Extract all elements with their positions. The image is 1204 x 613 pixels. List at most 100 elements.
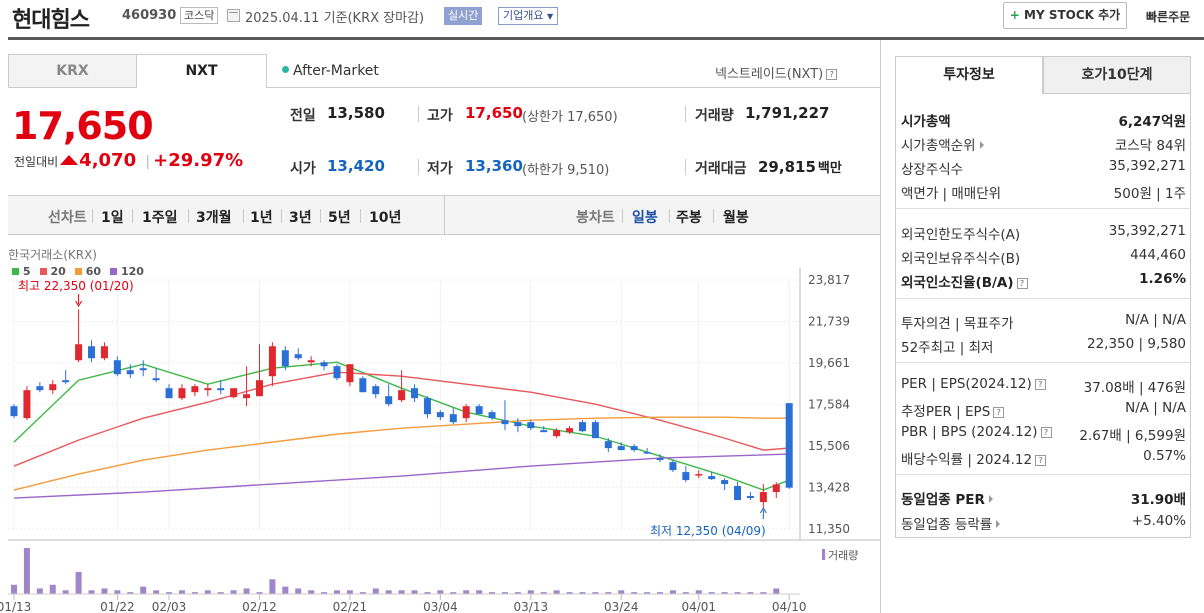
divider bbox=[418, 159, 419, 175]
period-3y[interactable]: 3년 bbox=[289, 210, 312, 226]
volume-bar bbox=[178, 590, 185, 594]
period-1y[interactable]: 1년 bbox=[250, 210, 273, 226]
tab-invest-info[interactable]: 투자정보 bbox=[895, 56, 1043, 94]
help-icon[interactable]: ? bbox=[826, 69, 838, 80]
period-5y[interactable]: 5년 bbox=[328, 210, 351, 226]
volume-bar bbox=[114, 590, 121, 594]
candle bbox=[514, 422, 522, 427]
volume-bar bbox=[424, 592, 431, 594]
volume-bar bbox=[450, 592, 457, 594]
volume-bar bbox=[631, 592, 638, 594]
volume-bar bbox=[191, 592, 198, 594]
volume-bar bbox=[592, 592, 599, 594]
amount-unit: 백만 bbox=[817, 161, 842, 176]
candle-weekly[interactable]: 주봉 bbox=[676, 210, 702, 226]
tab-orderbook[interactable]: 호가10단계 bbox=[1043, 56, 1191, 94]
info-row-est-per: 추정PER | EPS? N/A | N/A bbox=[901, 400, 1186, 420]
x-tick-label: 01/13 bbox=[0, 600, 31, 613]
candle-chart-label: 봉차트 bbox=[576, 210, 615, 226]
candle bbox=[462, 406, 470, 419]
y-tick-label: 17,584 bbox=[808, 398, 850, 412]
help-icon[interactable]: ? bbox=[993, 407, 1005, 418]
info-row-sector-per[interactable]: 동일업종 PER 31.90배 bbox=[901, 492, 1186, 508]
info-row-market-cap: 시가총액 6,247억원 bbox=[901, 114, 1186, 130]
volume-bar bbox=[295, 588, 302, 594]
volume-bar bbox=[23, 548, 30, 594]
my-stock-add-button[interactable]: + MY STOCK 추가 bbox=[1003, 2, 1127, 29]
chevron-right-icon bbox=[988, 495, 993, 503]
volume-bar bbox=[644, 592, 651, 594]
tab-nxt[interactable]: NXT bbox=[136, 54, 267, 88]
tab-krx[interactable]: KRX bbox=[8, 54, 137, 88]
plus-icon: + bbox=[1009, 8, 1020, 22]
high-arrow-icon bbox=[75, 300, 83, 307]
candle bbox=[708, 476, 716, 480]
volume-bar bbox=[760, 592, 767, 594]
candle bbox=[320, 362, 328, 367]
info-row-foreign-hold: 외국인보유주식수(B) 444,460 bbox=[901, 247, 1186, 267]
y-tick-label: 19,661 bbox=[808, 356, 850, 370]
volume-bar bbox=[11, 584, 17, 594]
quick-order-button[interactable]: 빠른주문 bbox=[1146, 10, 1191, 24]
volume-bar bbox=[49, 584, 56, 594]
volume-bar bbox=[308, 590, 315, 594]
realtime-button[interactable]: 실시간 bbox=[444, 7, 483, 25]
legend-120: 120 bbox=[120, 265, 144, 278]
divider bbox=[895, 362, 1191, 363]
help-icon[interactable]: ? bbox=[1040, 427, 1052, 438]
market-badge: 코스닥 bbox=[180, 7, 219, 24]
volume-label: 거래량 bbox=[695, 108, 734, 124]
x-tick-label: 02/03 bbox=[152, 600, 187, 613]
help-icon[interactable]: ? bbox=[1034, 379, 1046, 390]
candle bbox=[113, 360, 121, 375]
help-icon[interactable]: ? bbox=[1035, 455, 1047, 466]
volume-bar bbox=[62, 590, 69, 594]
candle bbox=[372, 386, 380, 395]
period-3m[interactable]: 3개월 bbox=[196, 210, 232, 226]
info-row-sector-change[interactable]: 동일업종 등락률 +5.40% bbox=[901, 513, 1186, 533]
candle-monthly[interactable]: 월봉 bbox=[723, 210, 749, 226]
candle bbox=[475, 406, 483, 415]
prev-close-label: 전일 bbox=[290, 108, 316, 124]
volume-bar bbox=[334, 590, 340, 594]
period-1w[interactable]: 1주일 bbox=[142, 210, 178, 226]
x-tick-label: 03/04 bbox=[423, 600, 458, 613]
company-overview-button[interactable]: 기업개요 ▼ bbox=[498, 7, 559, 25]
candle bbox=[75, 344, 83, 361]
volume-bar bbox=[566, 592, 573, 594]
nxt-link[interactable]: 넥스트레이드(NXT)? bbox=[715, 63, 838, 82]
low-value: 13,360 bbox=[465, 157, 523, 175]
divider bbox=[895, 474, 1191, 475]
candle bbox=[268, 346, 276, 377]
legend-swatch-20 bbox=[39, 268, 47, 275]
candle bbox=[604, 441, 612, 449]
help-icon[interactable]: ? bbox=[1016, 278, 1028, 289]
change-value: 4,070 bbox=[79, 150, 137, 171]
candle bbox=[488, 412, 496, 419]
divider bbox=[685, 106, 686, 122]
candle bbox=[204, 388, 212, 391]
info-row-cap-rank[interactable]: 시가총액순위 코스닥 84위 bbox=[901, 138, 1186, 154]
candle bbox=[785, 403, 793, 488]
volume-bar bbox=[527, 590, 534, 594]
info-row-face-value: 액면가 | 매매단위 500원 | 1주 bbox=[901, 186, 1186, 202]
divider bbox=[895, 208, 1191, 209]
y-tick-label: 15,506 bbox=[808, 439, 850, 453]
period-10y[interactable]: 10년 bbox=[369, 210, 402, 226]
candle bbox=[759, 492, 767, 503]
x-tick-label: 02/12 bbox=[242, 600, 277, 613]
x-tick-label: 01/22 bbox=[100, 600, 135, 613]
price-chart[interactable]: 23,817 21,739 19,661 17,584 15,506 13,428 11,3… bbox=[0, 0, 880, 613]
candle-daily[interactable]: 일봉 bbox=[632, 210, 658, 226]
candle bbox=[540, 430, 548, 433]
high-value: 17,650 bbox=[465, 104, 523, 122]
period-1d[interactable]: 1일 bbox=[101, 210, 124, 226]
candle bbox=[656, 458, 664, 461]
header: 현대힘스 460930 코스닥 2025.04.11 기준(KRX 장마감) 실… bbox=[0, 0, 1204, 38]
volume-bar bbox=[269, 579, 276, 594]
low-annotation: 최저 12,350 (04/09) bbox=[650, 524, 766, 538]
tab-underline bbox=[267, 87, 880, 88]
candle bbox=[630, 446, 638, 451]
chart-legend: 5 20 60 120 bbox=[12, 260, 144, 279]
calendar-icon bbox=[227, 9, 240, 22]
